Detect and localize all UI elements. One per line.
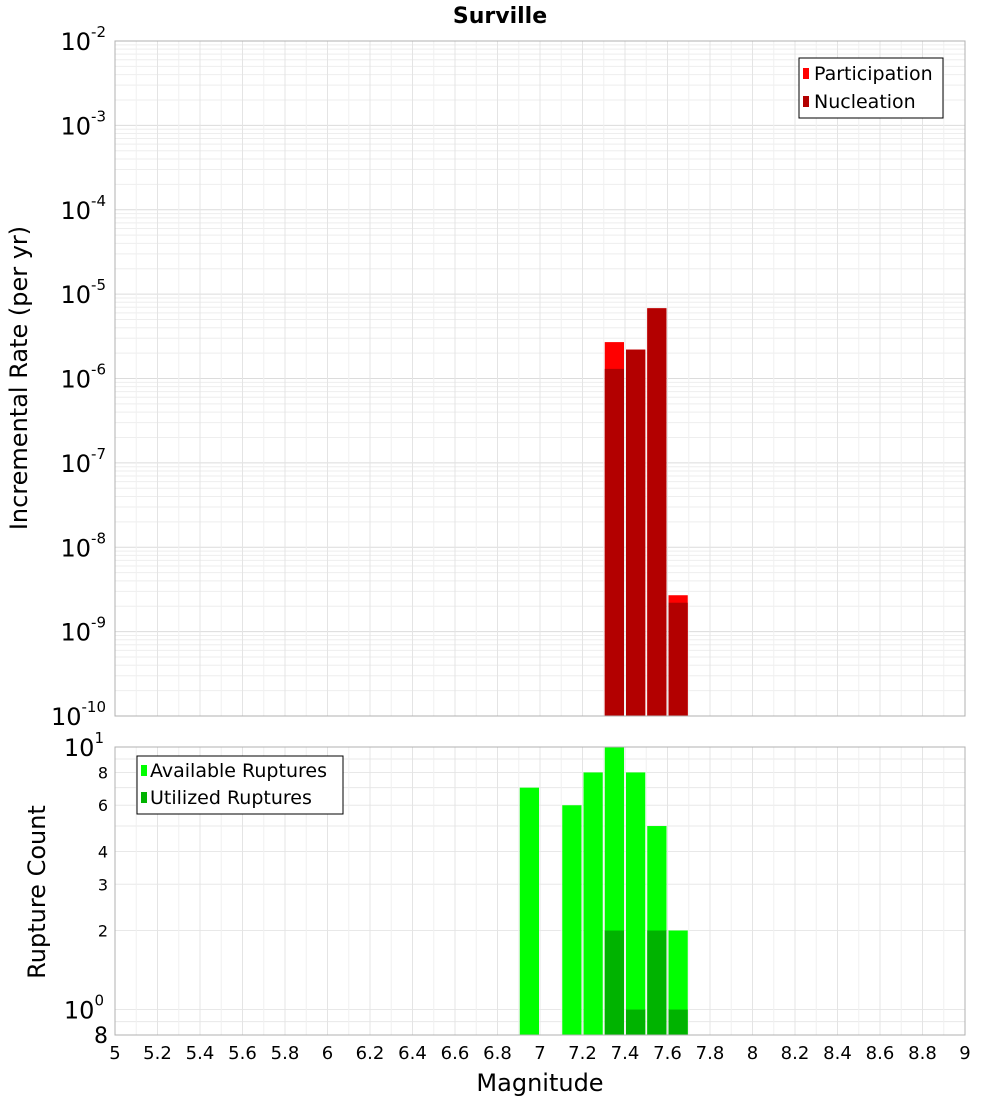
bottom-y-minor-label: 6 [98,796,108,815]
tick-base: 10 [64,997,95,1025]
legend-swatch [141,792,147,803]
bottom-y-major-label: 101 [64,729,104,762]
top-legend-box [798,57,944,119]
x-tick-label: 5.2 [143,1043,172,1064]
bottom-legend: Available Ruptures Utilized Ruptures [136,755,344,815]
tick-base: 10 [60,450,91,478]
x-tick-label: 8.2 [781,1043,810,1064]
bottom-y-major-label: 100 [64,992,104,1025]
chart-title: Surville [453,4,547,29]
top-y-tick-label: 10-7 [60,445,106,478]
x-tick-label: 5.8 [271,1043,300,1064]
bar-nucleation [668,602,688,716]
tick-exponent: -3 [91,107,106,125]
top-y-tick-label: 10-10 [51,698,106,731]
x-tick-label: 6 [322,1043,333,1064]
top-plot-frame [114,40,966,717]
tick-base: 10 [60,281,91,309]
bottom-y-minor-label: 4 [98,842,108,861]
x-tick-label: 6.2 [356,1043,385,1064]
x-tick-label: 6.6 [441,1043,470,1064]
bottom-y-minor-label: 2 [98,922,108,941]
x-tick-label: 8.8 [908,1043,937,1064]
legend-label: Participation [814,63,933,85]
legend-swatch [803,68,809,79]
bar-available [668,930,688,1035]
tick-exponent: -5 [91,276,106,294]
bar-nucleation [604,368,624,716]
legend-swatch [803,96,809,107]
bar-available [519,787,539,1035]
bar-utilized [604,930,624,1035]
top-y-tick-label: 10-6 [60,361,106,394]
x-tick-label: 7.2 [568,1043,597,1064]
top-legend: Participation Nucleation [798,57,944,119]
top-y-tick-label: 10-8 [60,529,106,562]
x-axis-label: Magnitude [476,1069,603,1097]
top-y-tick-label: 10-2 [60,23,106,56]
top-y-tick-label: 10-9 [60,614,106,647]
top-panel: 10-210-310-410-510-610-710-810-910-10Par… [51,23,966,731]
bottom-y-minor-label: 8 [98,763,108,782]
bar-utilized [647,930,667,1035]
tick-exponent: -10 [82,698,107,716]
bar-available [562,805,582,1035]
tick-base: 10 [60,112,91,140]
bottom-plot-frame [114,746,966,1036]
tick-exponent: -6 [91,361,106,379]
legend-label: Utilized Ruptures [150,787,312,809]
tick-base: 10 [60,197,91,225]
x-tick-label: 7.8 [696,1043,725,1064]
x-tick-label: 7.6 [653,1043,682,1064]
top-y-tick-label: 10-3 [60,107,106,140]
bar-nucleation [626,349,646,716]
top-y-tick-label: 10-5 [60,276,106,309]
bar-utilized [668,1009,688,1035]
bottom-legend-box [136,755,344,815]
tick-exponent: -9 [91,614,106,632]
bar-utilized [626,1009,646,1035]
legend-label: Nucleation [814,91,916,113]
tick-exponent: -7 [91,445,106,463]
tick-exponent: 1 [94,729,104,747]
tick-exponent: -4 [91,192,106,210]
x-tick-label: 6.8 [483,1043,512,1064]
top-y-tick-label: 10-4 [60,192,106,225]
x-tick-label: 5 [109,1043,120,1064]
tick-exponent: -8 [91,529,106,547]
legend-swatch [141,765,147,776]
bottom-y-axis-label: Rupture Count [23,805,51,979]
x-tick-label: 8 [747,1043,758,1064]
tick-exponent: 0 [94,992,104,1010]
bar-nucleation [647,308,667,716]
x-tick-label: 5.4 [186,1043,215,1064]
bar-available [626,772,646,1035]
tick-base: 10 [60,534,91,562]
legend-label: Available Ruptures [150,760,327,782]
bar-available [583,772,603,1035]
bottom-y-bottom-label: 8 [94,1024,108,1049]
x-tick-label: 9 [959,1043,970,1064]
tick-base: 10 [60,28,91,56]
bottom-y-minor-label: 3 [98,875,108,894]
x-tick-label: 7 [534,1043,545,1064]
tick-base: 10 [51,703,82,731]
tick-base: 10 [64,734,95,762]
x-tick-label: 8.4 [823,1043,852,1064]
tick-exponent: -2 [91,23,106,41]
top-y-axis-label: Incremental Rate (per yr) [5,226,33,530]
x-tick-label: 5.6 [228,1043,257,1064]
tick-base: 10 [60,366,91,394]
x-tick-label: 7.4 [611,1043,640,1064]
tick-base: 10 [60,619,91,647]
x-tick-label: 8.6 [866,1043,895,1064]
x-tick-label: 6.4 [398,1043,427,1064]
